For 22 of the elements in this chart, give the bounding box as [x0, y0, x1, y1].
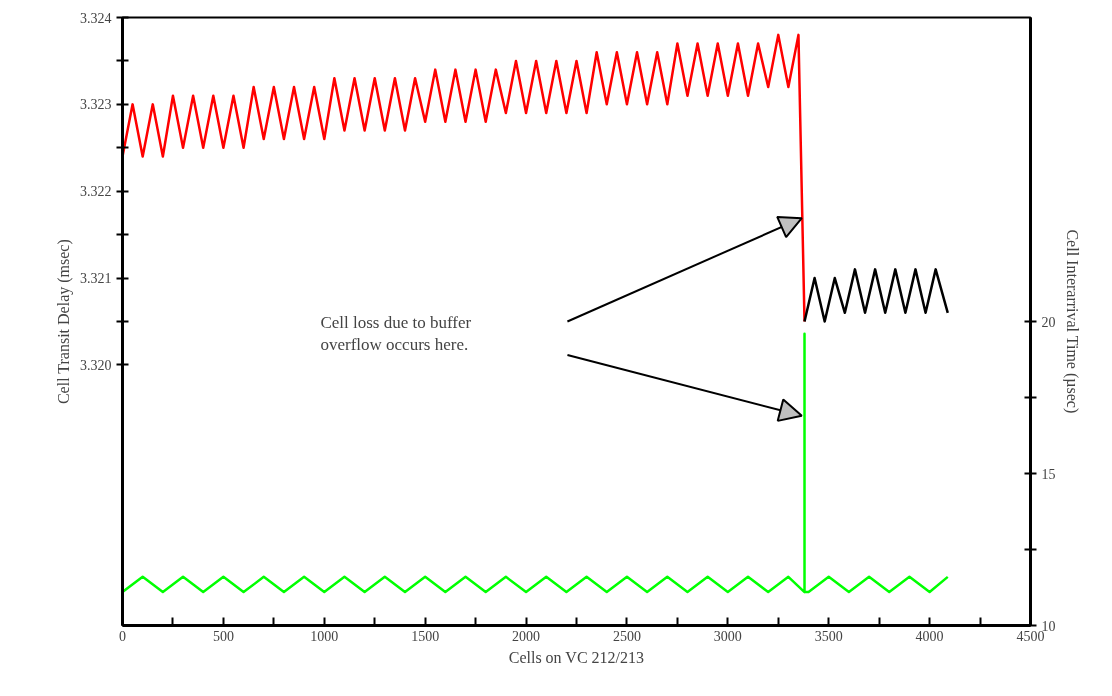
annotation: Cell loss due to buffer overflow occurs here.	[320, 313, 472, 355]
x-tick-label: 3000	[713, 628, 742, 644]
x-tick-label: 4500	[1016, 628, 1045, 644]
x-tick-label: 1000	[310, 628, 339, 644]
y-tick-label: 3.320	[80, 357, 112, 373]
x-tick-label: 3500	[814, 628, 843, 644]
y-tick-label: 3.324	[80, 10, 112, 26]
x-tick-label: 0	[119, 628, 126, 644]
x-axis-title: Cells on VC 212/213	[508, 648, 644, 666]
y-tick-label: 3.321	[80, 271, 112, 287]
x-tick-label: 2000	[512, 628, 541, 644]
x-tick-label: 500	[212, 628, 234, 644]
y2-axis-title: Cell Interarrival Time (µsec)	[1062, 229, 1081, 414]
y2-tick-label: 20	[1041, 314, 1056, 330]
line-series	[803, 268, 950, 323]
y-tick-label: 3.322	[80, 184, 112, 200]
x-tick-label: 2500	[612, 628, 641, 644]
y2-tick-label: 15	[1041, 466, 1056, 482]
y-tick-label: 3.323	[80, 97, 112, 113]
y-axis-title: Cell Transit Delay (msec)	[55, 239, 73, 405]
x-tick-label: 1500	[411, 628, 440, 644]
x-tick-label: 4000	[915, 628, 944, 644]
